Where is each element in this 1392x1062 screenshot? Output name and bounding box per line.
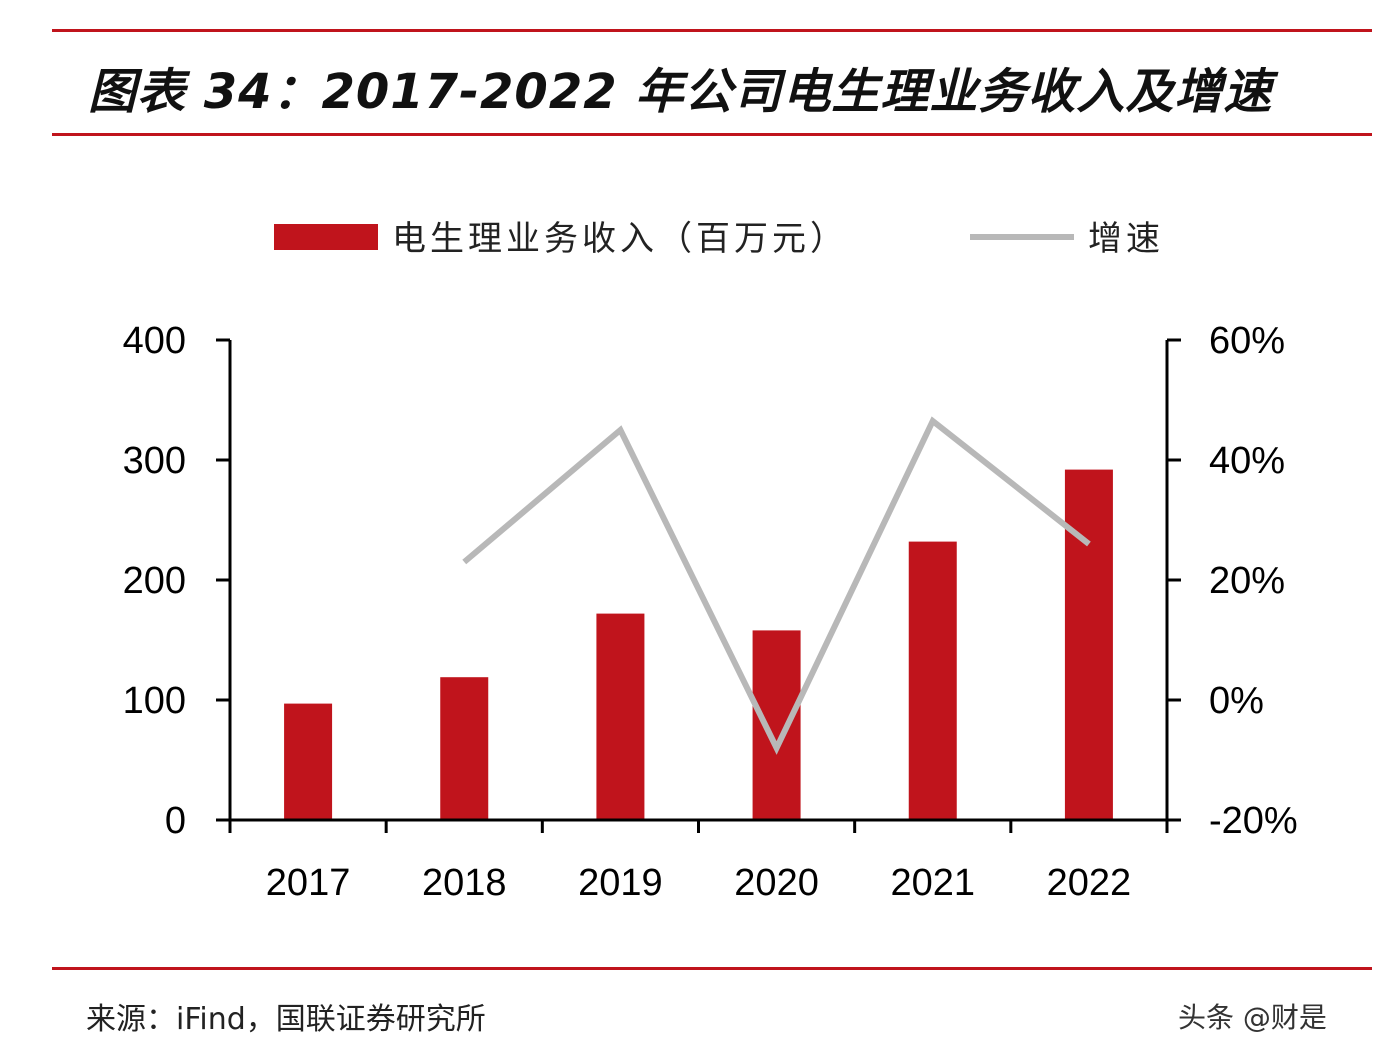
- bar-2018: [440, 677, 489, 820]
- right-tick-label: 20%: [1209, 560, 1285, 602]
- right-tick-label: 0%: [1209, 680, 1264, 722]
- left-tick-label: 300: [123, 440, 186, 482]
- x-tick-label: 2017: [266, 862, 351, 904]
- bar-2019: [596, 613, 645, 820]
- left-tick-label: 0: [165, 800, 186, 842]
- bar-2022: [1064, 469, 1113, 820]
- x-tick-label: 2021: [890, 862, 975, 904]
- x-tick-label: 2019: [578, 862, 663, 904]
- bar-2017: [284, 703, 333, 820]
- source-note: 来源：iFind，国联证券研究所: [86, 1002, 486, 1037]
- right-tick-label: -20%: [1209, 800, 1298, 842]
- left-tick-label: 100: [123, 680, 186, 722]
- left-tick-label: 400: [123, 320, 186, 362]
- legend-bar-swatch: [274, 224, 378, 250]
- bar-2020: [752, 630, 801, 820]
- title-rule: [52, 133, 1372, 136]
- x-tick-label: 2020: [734, 862, 819, 904]
- x-tick-label: 2022: [1047, 862, 1132, 904]
- x-tick-label: 2018: [422, 862, 507, 904]
- legend-line-label: 增速: [1088, 220, 1164, 258]
- right-tick-label: 60%: [1209, 320, 1285, 362]
- legend-bar-label: 电生理业务收入（百万元）: [392, 220, 848, 258]
- bar-2021: [908, 541, 957, 820]
- left-tick-label: 200: [123, 560, 186, 602]
- chart-title: 图表 34：2017-2022 年公司电生理业务收入及增速: [88, 64, 1273, 120]
- watermark: 头条 @财是: [1178, 1001, 1327, 1034]
- right-tick-label: 40%: [1209, 440, 1285, 482]
- top-rule: [52, 29, 1372, 32]
- bottom-rule: [52, 967, 1372, 970]
